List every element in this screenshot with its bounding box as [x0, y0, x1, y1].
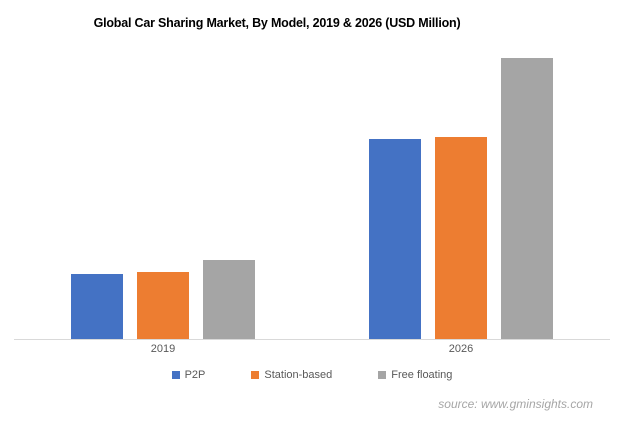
legend-label-free-floating: Free floating: [391, 369, 453, 381]
legend-swatch-icon-free-floating: [378, 371, 387, 379]
x-axis-labels: 2019 2026: [14, 343, 610, 355]
x-axis-line: [14, 339, 610, 340]
chart-legend: P2P Station-based Free floating: [14, 369, 610, 381]
bar-group-2019: [14, 50, 312, 339]
x-axis-label-2019: 2019: [150, 343, 176, 355]
bar-free-floating-2026: [501, 58, 553, 339]
bar-free-floating-2019: [203, 260, 255, 339]
legend-item-station-based: Station-based: [251, 369, 332, 381]
x-axis-label-2026: 2026: [448, 343, 474, 355]
legend-swatch-icon-p2p: [171, 371, 180, 379]
bar-group-2026: [312, 50, 610, 339]
bar-station-based-2026: [435, 137, 487, 339]
legend-label-p2p: P2P: [184, 369, 206, 381]
legend-item-free-floating: Free floating: [378, 369, 452, 381]
source-attribution: source: www.gminsights.com: [438, 397, 593, 411]
legend-swatch-icon-station-based: [251, 371, 260, 379]
plot-area: [14, 50, 610, 339]
bar-p2p-2019: [71, 274, 123, 339]
chart-title: Global Car Sharing Market, By Model, 201…: [93, 16, 461, 30]
legend-item-p2p: P2P: [171, 369, 206, 381]
bar-p2p-2026: [369, 139, 421, 339]
legend-label-station-based: Station-based: [264, 369, 333, 381]
bar-station-based-2019: [137, 272, 189, 339]
